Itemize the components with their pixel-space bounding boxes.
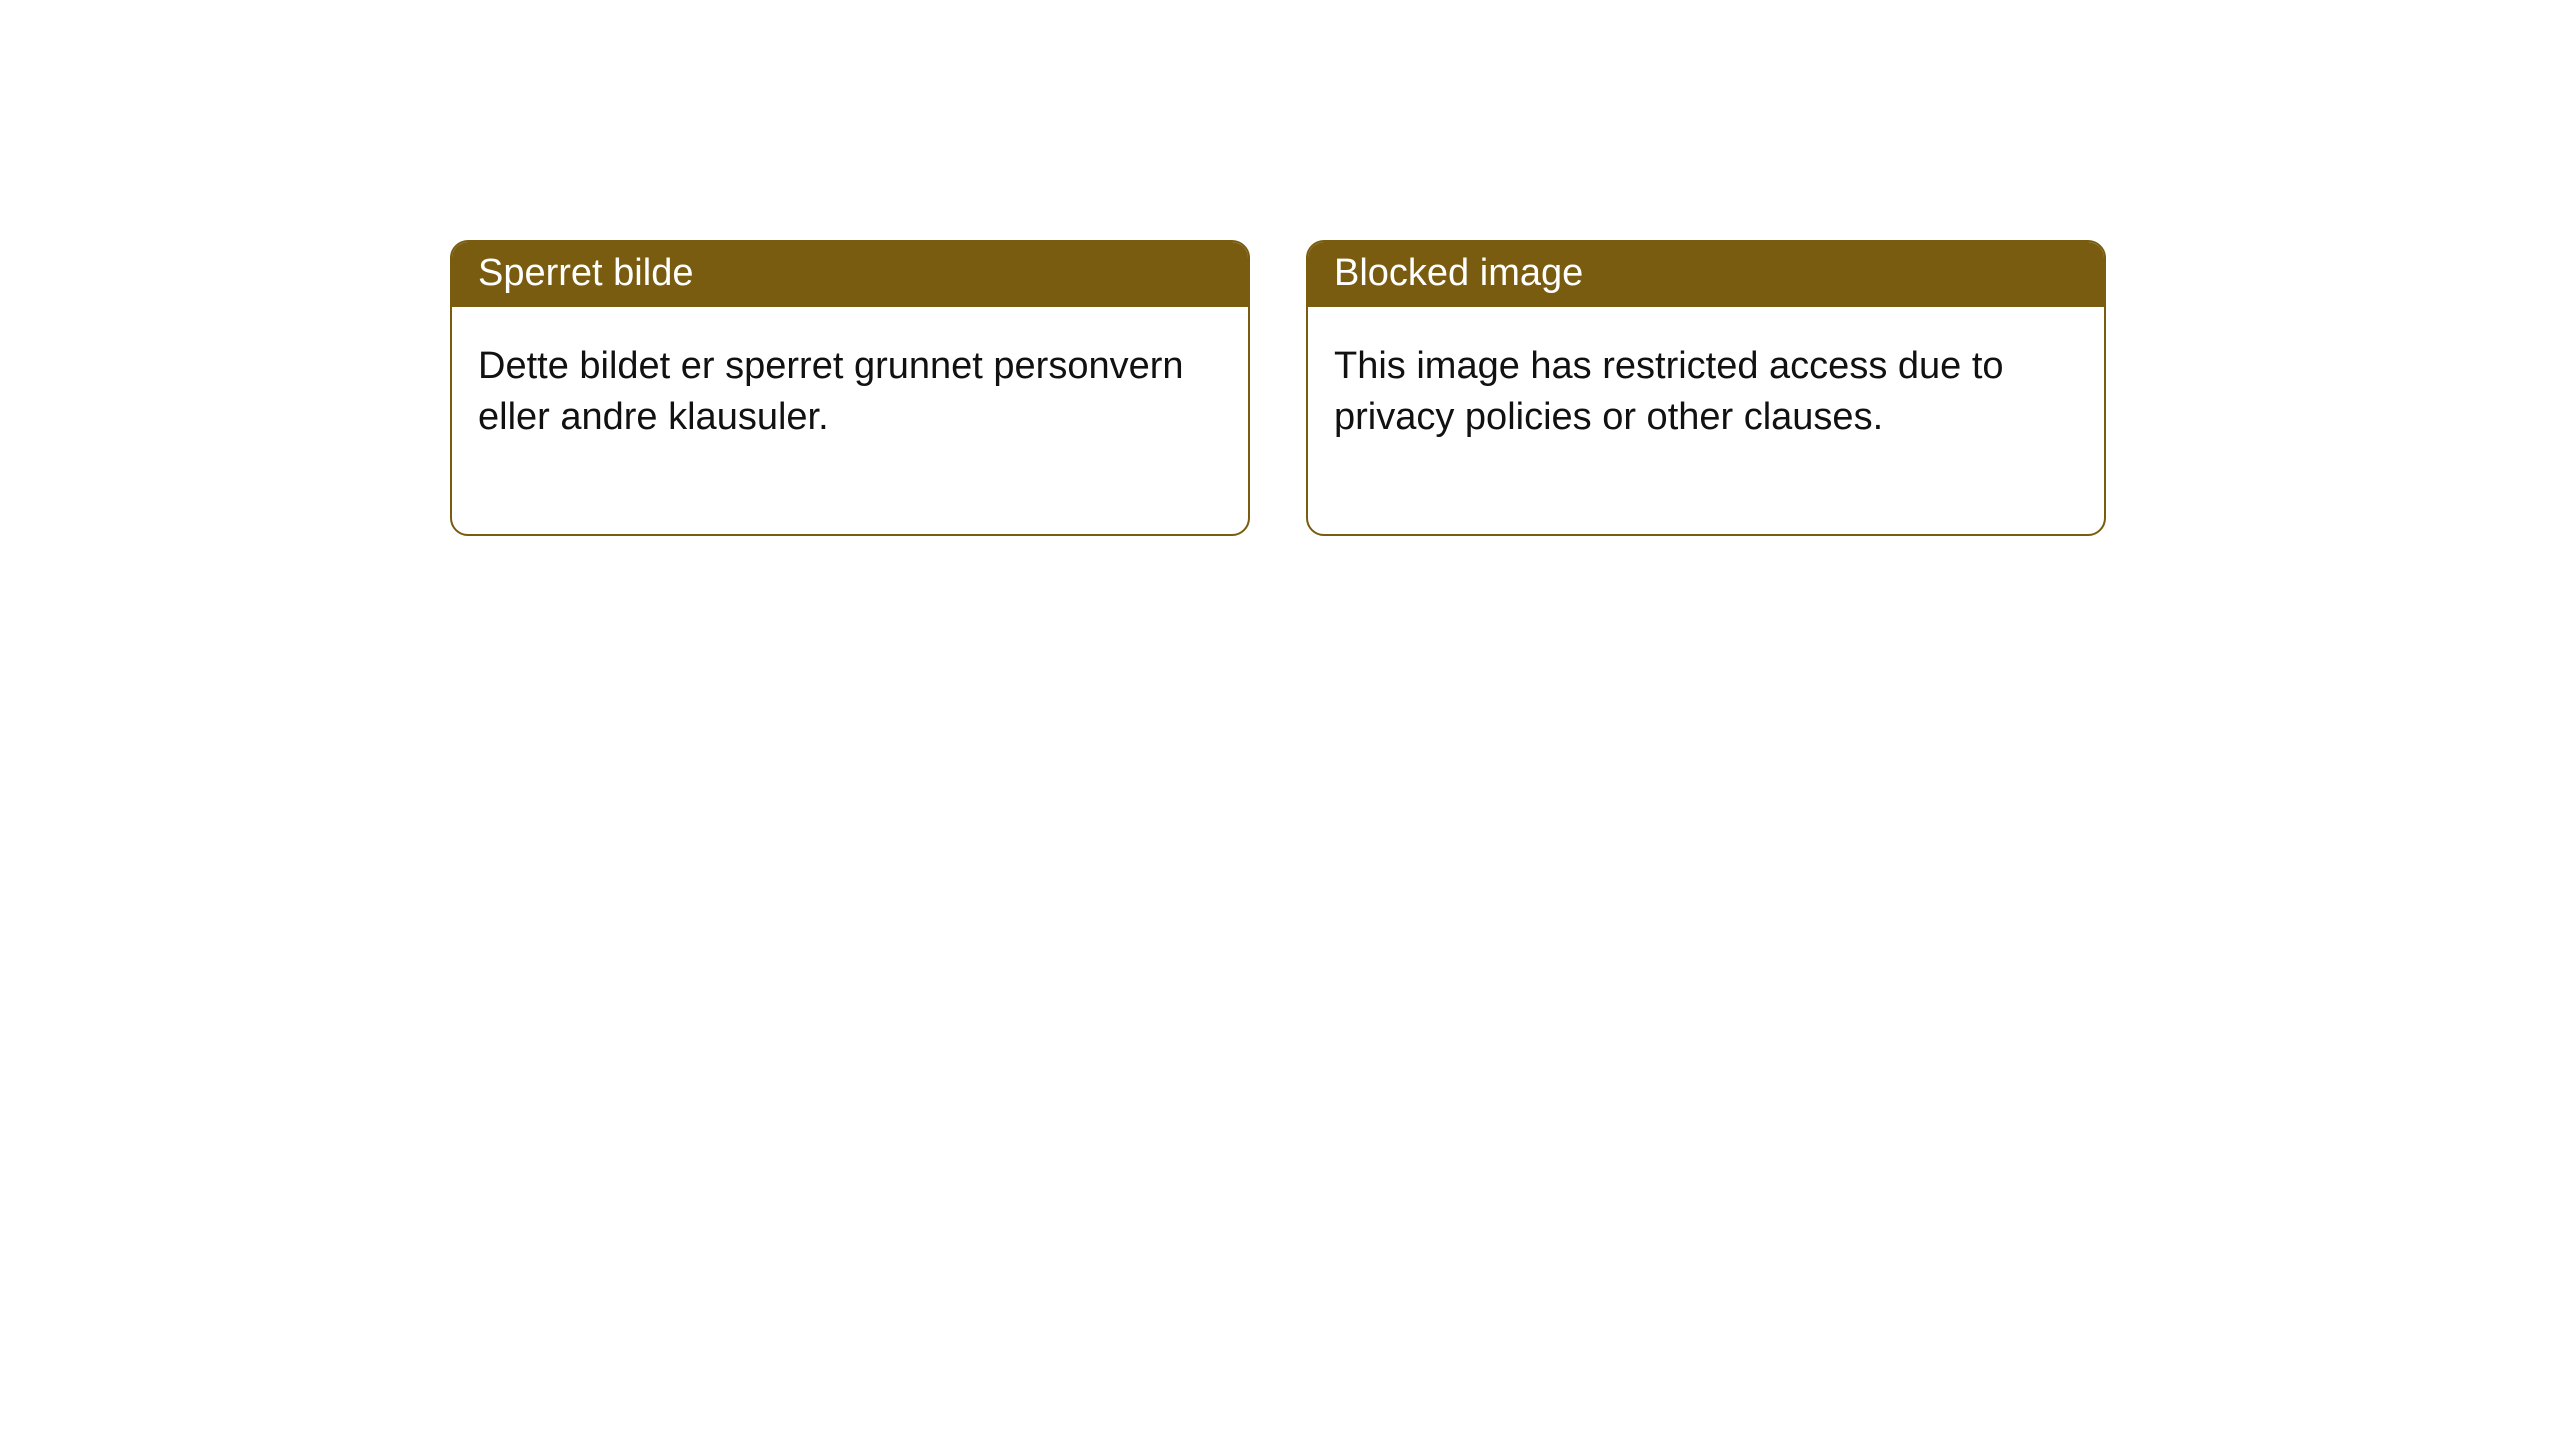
notice-body-norwegian: Dette bildet er sperret grunnet personve… [452,307,1248,534]
notice-card-norwegian: Sperret bilde Dette bildet er sperret gr… [450,240,1250,536]
notice-container: Sperret bilde Dette bildet er sperret gr… [0,0,2560,536]
notice-card-english: Blocked image This image has restricted … [1306,240,2106,536]
notice-body-english: This image has restricted access due to … [1308,307,2104,534]
notice-title-norwegian: Sperret bilde [452,242,1248,307]
notice-title-english: Blocked image [1308,242,2104,307]
